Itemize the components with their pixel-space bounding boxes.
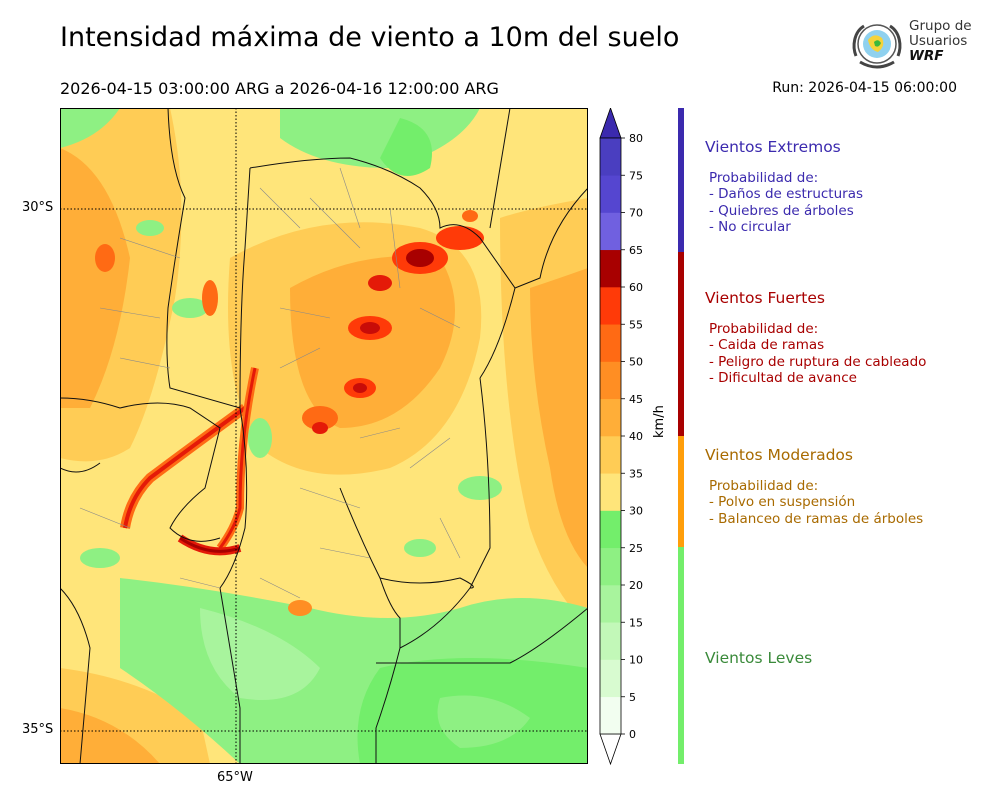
wrf-logo: Grupo de Usuarios WRF (848, 16, 978, 74)
lat-label-35s: 35°S (22, 722, 54, 737)
lon-label-65w: 65°W (217, 770, 253, 785)
colorbar-tick-label: 35 (629, 467, 643, 480)
category-line: - Peligro de ruptura de cableado (709, 353, 927, 370)
lat-label-30s: 30°S (22, 200, 54, 215)
colorbar-swatch (600, 249, 621, 288)
colorbar-swatch (600, 696, 621, 735)
category-fuertes: Vientos Fuertes Probabilidad de: - Caida… (705, 289, 926, 386)
colorbar-tick-label: 60 (629, 281, 643, 294)
category-description: Probabilidad de: - Daños de estructuras … (709, 170, 863, 235)
colorbar-tick-label: 50 (629, 356, 643, 369)
category-line: - Caida de ramas (709, 337, 825, 354)
category-bar-extremos (678, 108, 684, 252)
colorbar-swatch (600, 659, 621, 698)
colorbar-tick-label: 5 (629, 691, 636, 704)
globe-logo-icon (852, 24, 902, 69)
category-bar-moderados (678, 436, 684, 547)
colorbar-extend-top (599, 108, 622, 139)
colorbar-tick-label: 55 (629, 318, 643, 331)
category-line: - Balanceo de ramas de árboles (709, 510, 924, 527)
colorbar-tick-label: 75 (629, 169, 643, 182)
colorbar-tick-label: 25 (629, 542, 643, 555)
forecast-period: 2026-04-15 03:00:00 ARG a 2026-04-16 12:… (60, 79, 499, 98)
colorbar-tick-label: 0 (629, 728, 636, 741)
colorbar-tick-label: 70 (629, 207, 643, 220)
colorbar-swatch (600, 361, 621, 400)
map-title: Intensidad máxima de viento a 10m del su… (60, 22, 680, 53)
category-name: Vientos Extremos (705, 138, 841, 156)
category-leves: Vientos Leves (705, 649, 812, 667)
colorbar-swatch (600, 436, 621, 474)
category-moderados: Vientos Moderados Probabilidad de: - Pol… (705, 446, 923, 527)
category-line: Probabilidad de: (709, 321, 819, 337)
colorbar-swatch (600, 585, 621, 623)
category-name: Vientos Leves (705, 649, 813, 667)
logo-text-line2: Usuarios (909, 33, 968, 49)
category-line: - Dificultad de avance (709, 369, 857, 386)
colorbar-unit-label: km/h (652, 405, 667, 438)
category-bar-leves (678, 547, 684, 764)
colorbar-tick-label: 30 (629, 505, 643, 518)
category-description: Probabilidad de: - Caida de ramas - Peli… (709, 321, 926, 386)
category-name: Vientos Fuertes (705, 289, 825, 307)
wind-map (60, 108, 588, 764)
colorbar-tick-label: 40 (629, 430, 643, 443)
colorbar-swatch (600, 324, 621, 362)
category-bar-fuertes (678, 252, 684, 436)
run-time: Run: 2026-04-15 06:00:00 (772, 80, 957, 96)
category-line: Probabilidad de: (709, 478, 819, 494)
colorbar-swatch (600, 622, 621, 660)
category-line: Probabilidad de: (709, 170, 819, 186)
colorbar-tick-label: 65 (629, 244, 643, 257)
colorbar-tick-label: 80 (629, 132, 643, 145)
colorbar-tick-label: 45 (629, 393, 643, 406)
colorbar-swatch (600, 473, 621, 511)
logo-text-line1: Grupo de (909, 18, 972, 34)
colorbar: 0 5 10 15 20 25 30 35 40 45 50 55 60 65 70 75 80 (599, 108, 643, 766)
colorbar-swatch (600, 547, 621, 586)
logo-text-line3: WRF (909, 48, 944, 64)
colorbar-extend-bottom (599, 733, 622, 766)
colorbar-tick-label: 20 (629, 579, 643, 592)
colorbar-swatch (600, 287, 621, 325)
category-line: - Polvo en suspensión (709, 494, 856, 511)
colorbar-swatch (600, 138, 621, 176)
category-name: Vientos Moderados (705, 446, 853, 464)
category-extremos: Vientos Extremos Probabilidad de: - Daño… (705, 138, 863, 235)
colorbar-swatch (600, 398, 621, 437)
category-description: Probabilidad de: - Polvo en suspensión -… (709, 478, 923, 527)
colorbar-tick-label: 15 (629, 616, 643, 629)
category-line: - Daños de estructuras (709, 186, 864, 203)
colorbar-swatch (600, 175, 621, 213)
colorbar-swatch (600, 510, 621, 549)
colorbar-tick-label: 10 (629, 654, 643, 667)
category-line: - Quiebres de árboles (709, 202, 854, 219)
category-line: - No circular (709, 218, 791, 235)
colorbar-swatch (600, 212, 621, 251)
